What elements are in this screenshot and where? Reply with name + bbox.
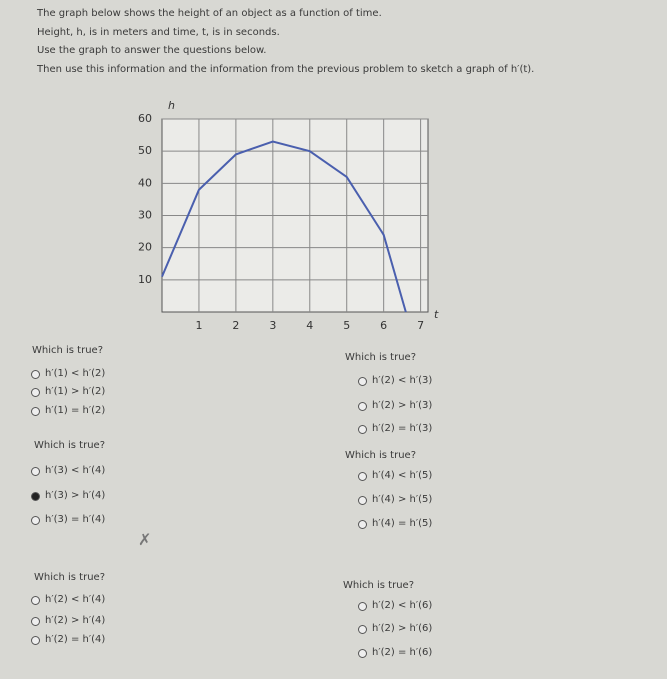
option-label[interactable]: h′(4) > h′(5) (372, 494, 433, 505)
option-label[interactable]: h′(2) > h′(6) (372, 623, 433, 634)
question-prompt: Which is true? (343, 580, 415, 591)
option-label[interactable]: h′(2) < h′(6) (372, 600, 433, 611)
radio-button[interactable] (358, 425, 367, 434)
option-label[interactable]: h′(1) > h′(2) (45, 386, 106, 397)
y-tick-label: 40 (138, 176, 152, 189)
option-label[interactable]: h′(4) < h′(5) (372, 470, 433, 481)
y-tick-label: 10 (138, 273, 152, 286)
question-prompt: Which is true? (34, 572, 106, 583)
question-prompt: Which is true? (32, 345, 104, 356)
x-tick-label: 5 (343, 319, 350, 332)
radio-button[interactable] (31, 492, 40, 501)
radio-button[interactable] (31, 516, 40, 525)
feedback-mark: ✗ (138, 530, 152, 549)
y-tick-label: 20 (138, 241, 152, 254)
option-label[interactable]: h′(2) > h′(4) (45, 615, 106, 626)
radio-button[interactable] (358, 472, 367, 481)
radio-button[interactable] (358, 520, 367, 529)
option-label[interactable]: h′(2) = h′(3) (372, 423, 433, 434)
radio-button[interactable] (31, 407, 40, 416)
radio-button[interactable] (31, 388, 40, 397)
radio-button[interactable] (31, 370, 40, 379)
radio-button[interactable] (31, 617, 40, 626)
radio-button[interactable] (31, 636, 40, 645)
question-prompt: Which is true? (345, 352, 417, 363)
x-tick-label: 4 (306, 319, 313, 332)
x-tick-label: 3 (269, 319, 276, 332)
option-label[interactable]: h′(3) < h′(4) (45, 465, 106, 476)
radio-button[interactable] (31, 467, 40, 476)
option-label[interactable]: h′(2) > h′(3) (372, 400, 433, 411)
intro-line: The graph below shows the height of an o… (37, 8, 382, 19)
question-prompt: Which is true? (34, 440, 106, 451)
intro-line: Then use this information and the inform… (37, 63, 535, 75)
option-label[interactable]: h′(4) = h′(5) (372, 518, 433, 529)
intro-line: Use the graph to answer the questions be… (37, 45, 267, 56)
x-tick-label: 6 (380, 319, 387, 332)
x-tick-label: 7 (417, 319, 424, 332)
option-label[interactable]: h′(3) > h′(4) (45, 490, 106, 501)
option-label[interactable]: h′(2) = h′(4) (45, 634, 106, 645)
x-axis-label: t (434, 308, 439, 321)
x-tick-label: 1 (195, 319, 202, 332)
radio-button[interactable] (358, 649, 367, 658)
intro-line: Height, h, is in meters and time, t, is … (37, 26, 280, 38)
option-label[interactable]: h′(3) = h′(4) (45, 514, 106, 525)
radio-button[interactable] (358, 402, 367, 411)
option-label[interactable]: h′(2) = h′(6) (372, 647, 433, 658)
curve (161, 140, 407, 313)
option-label[interactable]: h′(1) < h′(2) (45, 368, 106, 379)
x-tick-label: 2 (232, 319, 239, 332)
radio-button[interactable] (358, 377, 367, 386)
option-label[interactable]: h′(1) = h′(2) (45, 405, 106, 416)
y-tick-label: 50 (138, 144, 152, 157)
y-axis-label: h (168, 99, 175, 112)
y-tick-label: 30 (138, 209, 152, 222)
radio-button[interactable] (358, 625, 367, 634)
radio-button[interactable] (31, 596, 40, 605)
radio-button[interactable] (358, 602, 367, 611)
y-tick-label: 60 (138, 112, 152, 125)
question-prompt: Which is true? (345, 450, 417, 461)
option-label[interactable]: h′(2) < h′(3) (372, 375, 433, 386)
radio-button[interactable] (358, 496, 367, 505)
option-label[interactable]: h′(2) < h′(4) (45, 594, 106, 605)
